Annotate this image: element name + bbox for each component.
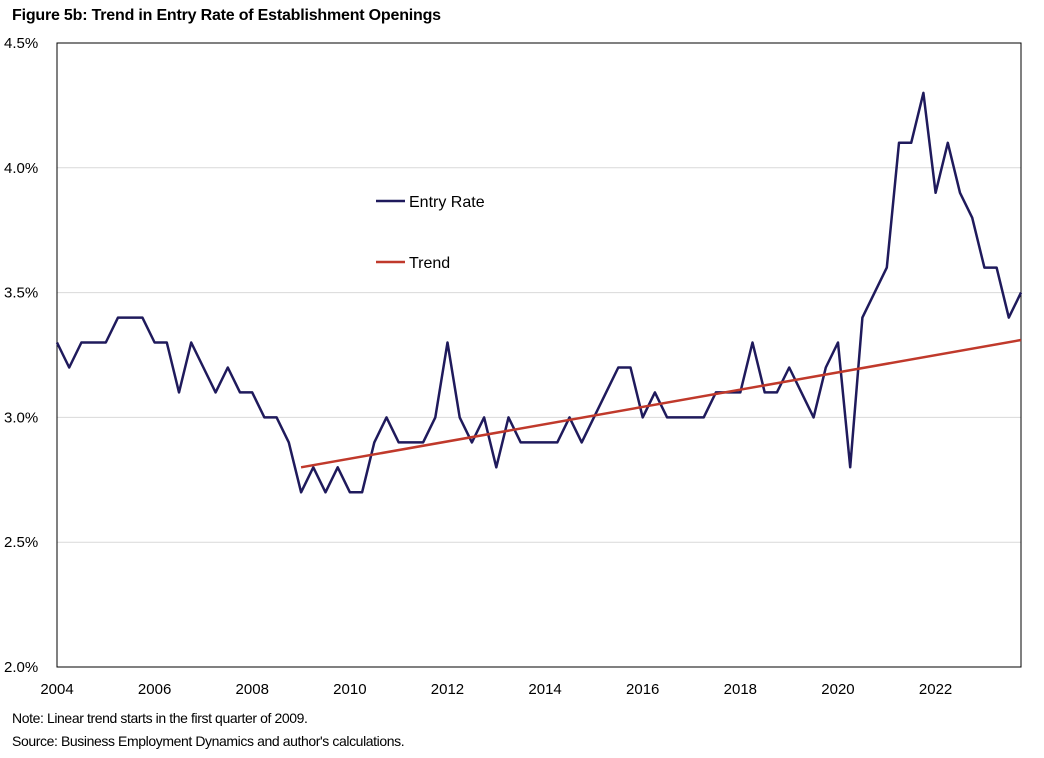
series-lines	[55, 91, 1023, 494]
source-note: Source: Business Employment Dynamics and…	[12, 733, 405, 749]
legend: Entry Rate Trend	[376, 194, 485, 272]
x-tick-label: 2018	[724, 681, 757, 698]
chart-title: Figure 5b: Trend in Entry Rate of Establ…	[12, 7, 441, 24]
y-tick-label: 3.0%	[4, 409, 38, 426]
x-tick-label: 2014	[528, 681, 561, 698]
x-tick-label: 2012	[431, 681, 464, 698]
plot-area-border	[56, 42, 1022, 668]
series-line-trend	[300, 338, 1022, 469]
legend-label-entry-rate: Entry Rate	[409, 194, 485, 211]
y-tick-label: 3.5%	[4, 285, 38, 302]
x-tick-label: 2006	[138, 681, 171, 698]
y-tick-label: 4.0%	[4, 160, 38, 177]
x-tick-label: 2008	[236, 681, 269, 698]
x-tick-label: 2004	[40, 681, 73, 698]
y-axis-ticks: 2.0% 2.5% 3.0% 3.5% 4.0% 4.5%	[4, 35, 38, 676]
series-line-entry-rate	[55, 91, 1023, 494]
gridlines	[57, 167, 1021, 543]
x-tick-label: 2016	[626, 681, 659, 698]
x-tick-label: 2010	[333, 681, 366, 698]
y-tick-label: 2.5%	[4, 534, 38, 551]
footnote: Note: Linear trend starts in the first q…	[12, 710, 308, 726]
x-tick-label: 2020	[821, 681, 854, 698]
legend-label-trend: Trend	[409, 255, 450, 272]
x-tick-label: 2022	[919, 681, 952, 698]
y-tick-label: 2.0%	[4, 659, 38, 676]
y-tick-label: 4.5%	[4, 35, 38, 52]
x-axis-ticks: 2004 2006 2008 2010 2012 2014 2016 2018 2020 2022	[40, 681, 952, 698]
